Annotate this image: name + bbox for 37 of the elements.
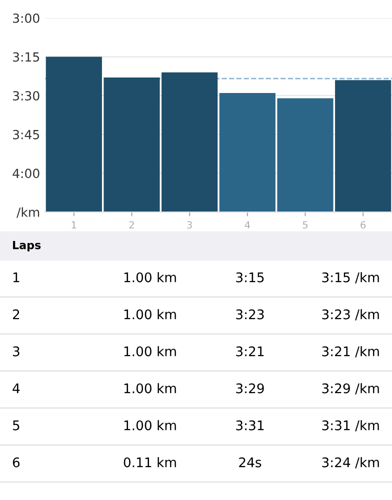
x-tick-label: 4 <box>244 221 250 228</box>
y-tick-label: 3:00 <box>13 13 40 23</box>
category-label: 4 <box>12 384 20 394</box>
x-tick-label: 1 <box>72 221 76 228</box>
x-tick-label: 6 <box>360 221 366 229</box>
y-tick-label: 3:45 <box>13 130 40 140</box>
x-tick-label: 3 <box>187 221 192 229</box>
text: 3:29 <box>236 383 264 394</box>
y-tick-label: /km <box>16 207 40 218</box>
text: 3:15 <box>236 272 264 282</box>
x-tick-label: 2 <box>129 221 134 228</box>
text: Laps <box>13 240 41 252</box>
text: 3:15 /km <box>322 272 379 284</box>
y-tick-label: 4:00 <box>12 168 40 178</box>
text: 0.11 km <box>124 457 176 468</box>
text: 3:31 /km <box>322 420 379 432</box>
text: 3:31 <box>236 420 264 430</box>
y-tick-label: 3:15 <box>13 52 40 62</box>
category-label: 6 <box>12 457 20 468</box>
x-tick-label: 5 <box>302 221 308 229</box>
text: 1.00 km <box>124 346 176 356</box>
text: 1.00 km <box>124 309 176 320</box>
text: 3:23 <box>236 309 264 320</box>
text: 3:21 <box>236 346 264 356</box>
text: 3:29 /km <box>322 383 379 394</box>
text: 3:23 /km <box>322 309 379 320</box>
category-label: 5 <box>13 420 20 430</box>
category-label: 3 <box>13 346 20 356</box>
text: 24s <box>239 457 262 468</box>
text: 1.00 km <box>124 420 176 430</box>
text: 1.00 km <box>124 383 176 394</box>
text: 3:24 /km <box>322 457 379 468</box>
y-tick-label: 3:30 <box>13 91 40 101</box>
text: 1.00 km <box>124 272 176 282</box>
text: 3:21 /km <box>322 346 379 358</box>
category-label: 1 <box>13 272 20 282</box>
category-label: 2 <box>12 309 20 320</box>
